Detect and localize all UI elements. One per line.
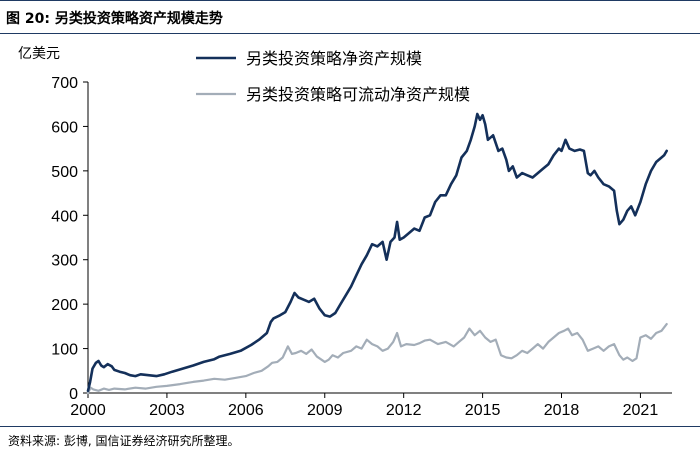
chart-axes: 亿美元 0 100 200 300 400 500 600 700 2000 2003 2006 200… (18, 46, 672, 419)
y-tick-label: 500 (51, 164, 78, 181)
series-line-1 (86, 112, 668, 393)
x-tick-label: 2000 (70, 402, 106, 419)
legend-label-2: 另类投资策略可流动净资产规模 (246, 85, 470, 104)
line-chart: 亿美元 0 100 200 300 400 500 600 700 2000 2003 2006 200… (18, 46, 672, 419)
y-tick-label: 600 (51, 119, 78, 136)
y-tick-label: 700 (51, 75, 78, 92)
x-tick-label: 2021 (623, 402, 659, 419)
y-tick-label: 100 (51, 342, 78, 359)
x-tick-label: 2009 (307, 402, 343, 419)
chart-series (86, 112, 668, 395)
series-line-2 (86, 323, 668, 395)
figure-title: 图 20: 另类投资策略资产规模走势 (6, 11, 223, 27)
x-tick-label: 2018 (544, 402, 580, 419)
y-tick-label: 300 (51, 253, 78, 270)
legend-label-1: 另类投资策略净资产规模 (246, 49, 422, 68)
figure-source: 资料来源: 彭博, 国信证券经济研究所整理。 (8, 434, 240, 448)
y-tick-label: 0 (69, 386, 78, 403)
x-tick-label: 2015 (465, 402, 501, 419)
y-tick-label: 200 (51, 297, 78, 314)
x-tick-label: 2003 (149, 402, 185, 419)
x-tick-label: 2006 (228, 402, 264, 419)
y-axis-unit-label: 亿美元 (18, 46, 60, 62)
figure-header: 图 20: 另类投资策略资产规模走势 (0, 0, 700, 34)
y-tick-label: 400 (51, 208, 78, 225)
footer-rule (0, 426, 700, 427)
x-tick-label: 2012 (386, 402, 422, 419)
